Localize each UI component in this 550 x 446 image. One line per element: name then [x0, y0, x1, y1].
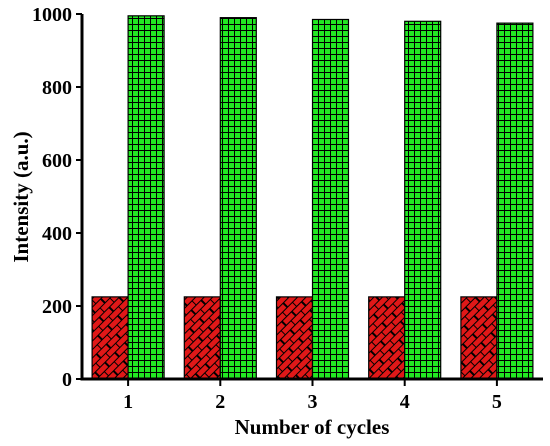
bar-series-2-cycle-1 — [127, 15, 165, 380]
x-tick-label: 4 — [400, 391, 410, 413]
bar-series-1-cycle-1 — [91, 296, 129, 380]
x-tick-label: 1 — [123, 391, 133, 413]
x-tick-label: 3 — [308, 391, 318, 413]
y-tick-label: 200 — [42, 296, 72, 318]
x-axis-ticks: 1 2 3 4 5 — [123, 379, 502, 413]
bar-series-1-cycle-2 — [183, 296, 221, 380]
x-axis-title: Number of cycles — [235, 415, 390, 439]
y-tick-label: 800 — [42, 77, 72, 99]
y-tick-label: 0 — [62, 369, 72, 391]
y-tick-label: 600 — [42, 150, 72, 172]
x-tick-label: 5 — [492, 391, 502, 413]
bar-series-1-cycle-4 — [368, 296, 406, 380]
bar-series-1-cycle-3 — [275, 296, 314, 380]
bar-series-2-cycle-3 — [311, 18, 350, 380]
bar-series-2-cycle-2 — [219, 17, 257, 380]
bar-series-2-cycle-5 — [496, 22, 534, 380]
y-tick-label: 1000 — [32, 4, 72, 26]
bars-layer — [91, 15, 534, 380]
y-axis-title: Intensity (a.u.) — [9, 131, 33, 262]
y-axis-ticks: 0 200 400 600 800 1000 — [32, 4, 82, 391]
x-tick-label: 2 — [215, 391, 225, 413]
bar-series-2-cycle-4 — [404, 20, 442, 380]
y-tick-label: 400 — [42, 223, 72, 245]
bar-series-1-cycle-5 — [460, 296, 498, 380]
